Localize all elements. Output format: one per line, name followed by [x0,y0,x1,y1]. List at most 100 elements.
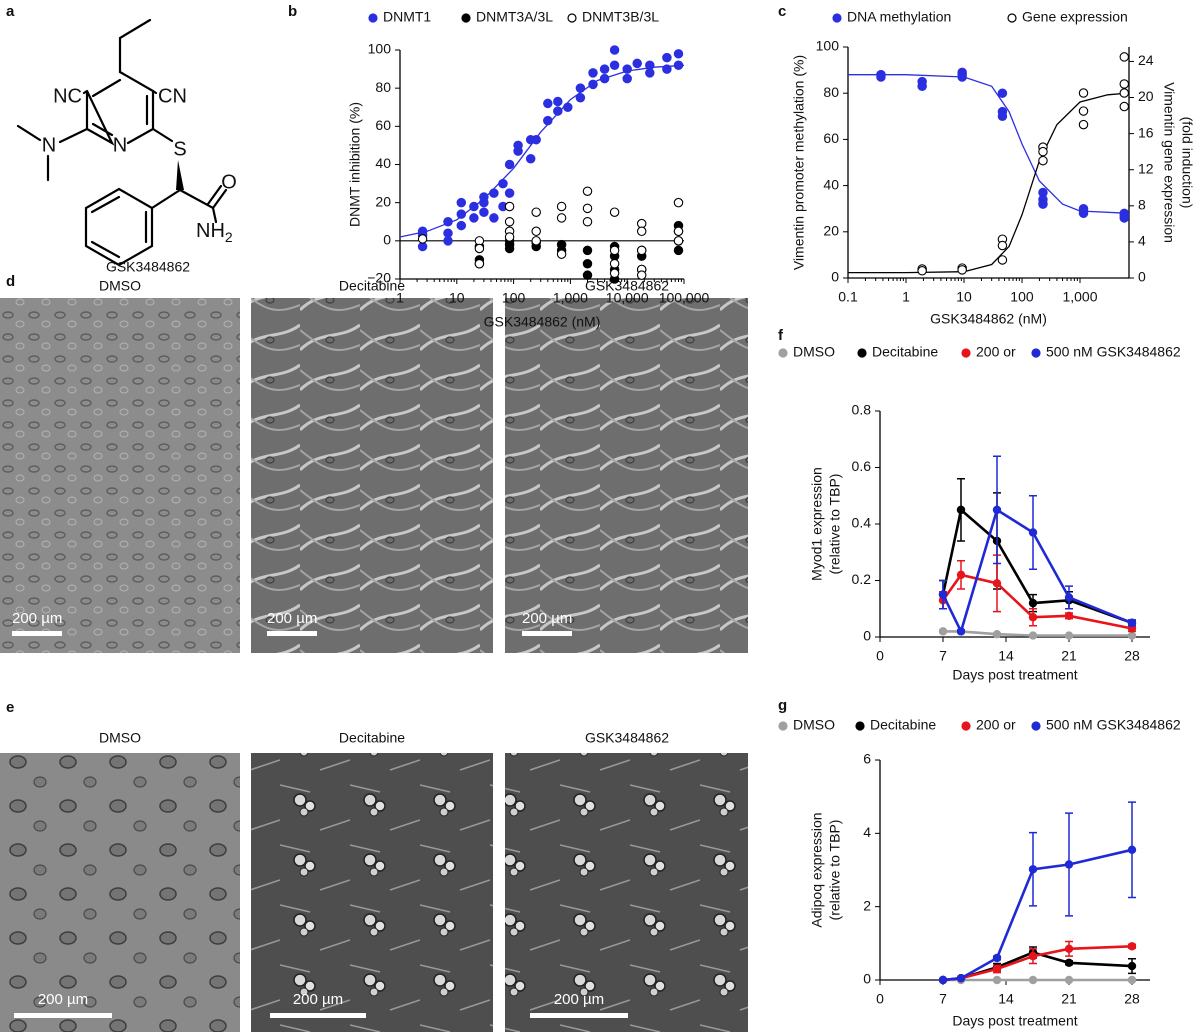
data-point [575,92,586,103]
data-point [582,245,593,256]
data-point [662,64,672,74]
data-point [1028,865,1038,874]
data-point [599,64,610,74]
data-point [1028,598,1038,608]
data-point [531,236,541,246]
data-point [1028,613,1038,622]
y-tick-label: 40 [375,155,391,171]
data-point [622,73,632,84]
panel-label: b [288,3,297,20]
x-tick-label: 1 [396,290,404,306]
x-axis-title: GSK3484862 (nM) [484,314,601,330]
y-tick-label: 20 [823,223,839,239]
data-point [1119,88,1130,98]
series-line [941,507,1133,625]
data-point [1064,944,1074,954]
scale-label: 200 µm [38,991,88,1008]
data-point [1119,79,1130,89]
data-point [876,69,886,80]
data-point [1064,860,1074,869]
y-tick-label: 0.8 [852,402,872,418]
y-tick-label: −20 [367,270,391,286]
data-point [474,258,485,269]
micrograph [505,298,748,653]
data-point [489,213,499,223]
scale-label: 200 µm [554,991,604,1008]
legend-label: 500 nM GSK3484862 [1046,344,1181,360]
data-point [1038,146,1048,157]
data-point [673,49,684,59]
y2-axis-title: (fold induction) [1179,117,1195,209]
data-point [456,197,467,208]
atom-label: CN [158,85,187,107]
legend-marker [1007,13,1017,23]
data-point [1064,611,1074,621]
legend-label: 200 or [976,344,1016,360]
x-axis-title: GSK3484862 (nM) [930,311,1047,327]
y-tick-label: 80 [375,79,391,95]
data-point [582,186,593,196]
data-point [556,239,567,250]
data-point [1078,106,1089,116]
scale-bar [14,1013,112,1018]
x-tick-label: 0.1 [838,289,858,305]
x-tick-label: 100 [502,290,526,306]
data-point [1127,942,1137,951]
data-point [997,111,1008,122]
data-point [469,213,479,223]
legend-marker [1031,721,1041,731]
panel-label: c [778,3,786,20]
data-point [956,570,966,580]
data-point [957,265,967,275]
legend-marker [1031,348,1041,358]
x-tick-label: 1,000 [553,290,588,306]
y-tick-label: 4 [863,824,871,840]
legend-label: 500 nM GSK3484862 [1046,717,1181,733]
panel-label: g [778,697,787,714]
data-point [498,178,508,189]
data-point [1064,958,1074,967]
y-tick-label: 20 [375,193,391,209]
panel-label: a [6,3,15,20]
data-point [1064,631,1074,640]
x-tick-label: 1 [902,289,910,305]
atom-label: NC [53,85,82,107]
data-point [582,203,593,214]
legend-marker [778,721,788,731]
data-point [917,266,927,276]
x-tick-label: 10 [449,290,465,306]
data-point [504,232,515,242]
data-point [956,505,966,515]
x-tick-label: 14 [998,648,1014,664]
legend-marker [368,13,378,23]
data-point [1078,206,1089,216]
data-point [543,115,553,126]
legend-marker [832,13,842,23]
x-tick-label: 28 [1124,648,1140,664]
y2-tick-label: 4 [1138,233,1146,249]
fit-curve [848,74,1130,214]
data-point [917,81,927,92]
data-point [956,627,966,636]
data-point [609,268,620,279]
x-tick-label: 7 [939,991,947,1007]
molecule [16,18,228,267]
data-point [456,209,467,219]
data-point [1119,101,1130,112]
data-point [456,220,467,231]
y-axis-title: (relative to TBP) [827,820,843,921]
data-point [957,69,967,80]
data-point [531,207,541,217]
data-point [575,83,586,93]
data-point [1064,975,1074,985]
y2-tick-label: 16 [1138,124,1154,140]
caption: Decitabine [339,730,405,746]
data-point [609,60,620,71]
data-point [504,159,515,170]
caption: Decitabine [339,278,405,294]
legend-label: Decitabine [870,717,936,733]
data-point [543,98,553,109]
micrograph [0,298,240,653]
x-tick-label: 100,000 [659,290,710,306]
